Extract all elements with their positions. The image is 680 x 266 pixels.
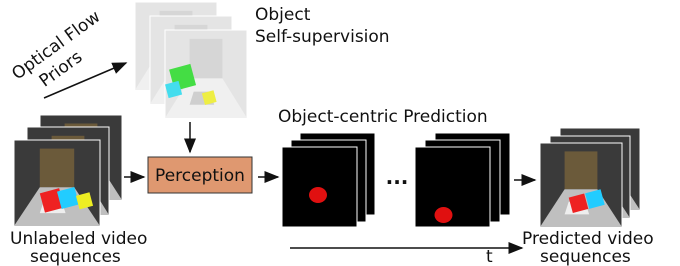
time-label: t [486, 247, 493, 266]
self-supervision-line: Object [255, 5, 311, 25]
input-line: sequences [30, 247, 121, 266]
diagram: Optical Flow Priors Object Self-supervis… [0, 0, 680, 266]
prediction-label: Object-centric Prediction [278, 107, 488, 127]
output-line: Predicted video [522, 229, 654, 249]
frame [282, 147, 357, 227]
object-mask [309, 187, 327, 203]
back-wall [190, 39, 223, 79]
object-mask [435, 207, 453, 223]
output-line: sequences [540, 247, 631, 266]
priors-label: Optical Flow Priors [8, 7, 117, 102]
ellipsis: ... [386, 165, 409, 189]
input-line: Unlabeled video [10, 229, 147, 249]
back-wall [565, 151, 598, 189]
back-wall [40, 149, 74, 188]
self-supervision-line: Self-supervision [255, 27, 390, 47]
perception-label: Perception [155, 166, 245, 186]
